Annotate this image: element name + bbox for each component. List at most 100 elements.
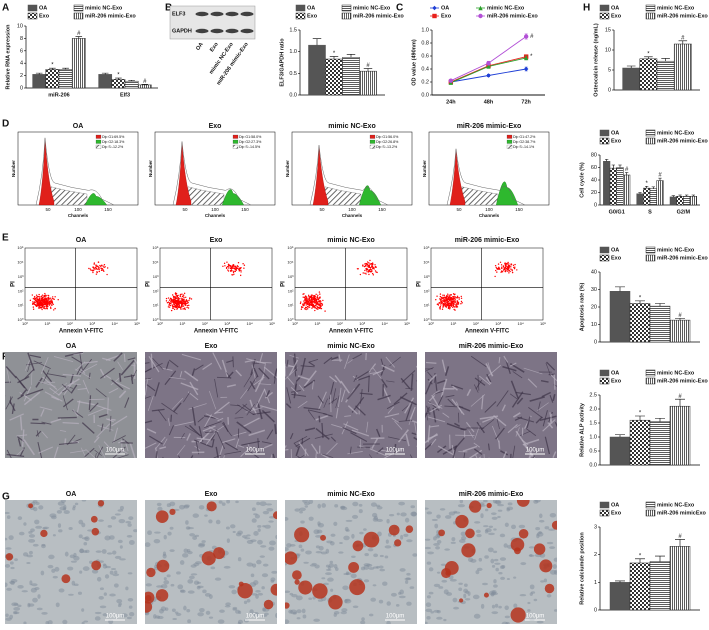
fiber	[217, 377, 231, 378]
nodule	[328, 595, 342, 609]
cell	[172, 618, 177, 620]
cell	[339, 542, 343, 544]
dot	[33, 298, 34, 299]
cell	[154, 539, 161, 543]
error-bar	[605, 159, 608, 161]
nodule	[292, 570, 302, 580]
cell	[318, 523, 324, 528]
cell	[377, 519, 383, 522]
dot	[302, 294, 303, 295]
dot	[315, 296, 316, 297]
cell	[23, 622, 26, 625]
cell	[79, 571, 82, 574]
dot	[500, 262, 501, 263]
dot	[171, 310, 172, 311]
dot	[305, 295, 306, 296]
dot	[374, 267, 375, 268]
cell	[373, 584, 377, 586]
dot	[180, 296, 181, 297]
cell	[270, 577, 275, 581]
annotation: *	[645, 181, 648, 187]
dot	[103, 271, 104, 272]
cell	[224, 566, 231, 569]
dot	[39, 300, 40, 301]
cell	[170, 527, 174, 530]
image-title: miR-206 mimic-Exo	[459, 491, 524, 498]
dot	[514, 266, 515, 267]
cell	[187, 619, 191, 623]
dot	[39, 301, 40, 302]
dot	[315, 294, 316, 295]
cell	[397, 513, 400, 516]
cell	[57, 510, 62, 514]
cell	[62, 620, 67, 625]
legend-label: mimic NC-Exo	[487, 5, 525, 11]
dot	[170, 305, 171, 306]
cell	[508, 502, 513, 505]
bar	[630, 420, 650, 465]
dot	[98, 267, 99, 268]
dot	[36, 295, 37, 296]
bar	[670, 320, 690, 342]
nodule	[545, 584, 555, 594]
cell	[33, 544, 39, 547]
cell	[67, 567, 73, 571]
cell	[399, 596, 406, 599]
cell	[305, 505, 308, 507]
cell	[507, 578, 510, 580]
dot	[461, 296, 462, 297]
dot	[315, 304, 316, 305]
cell	[453, 598, 458, 603]
dot	[452, 307, 453, 308]
cell	[193, 513, 199, 517]
cell	[111, 516, 116, 520]
cell	[29, 534, 35, 538]
fiber	[0, 396, 5, 400]
dot	[312, 302, 313, 303]
dot	[243, 268, 244, 269]
dot	[314, 301, 315, 302]
dot	[374, 264, 375, 265]
fiber	[233, 356, 234, 367]
cell	[5, 613, 8, 617]
dot	[42, 303, 43, 304]
annotation: *	[647, 51, 650, 57]
cell	[205, 593, 211, 597]
cell	[343, 536, 349, 541]
x-axis-label: Channels	[68, 213, 89, 218]
cell	[386, 519, 389, 523]
legend-label: Exo	[611, 255, 622, 261]
dot	[310, 299, 311, 300]
scale-label: 100μm	[246, 614, 264, 620]
dot	[440, 296, 441, 297]
dot	[313, 304, 314, 305]
error-bar	[615, 435, 625, 437]
stat-swatch	[96, 145, 101, 149]
y-tick-label: 10⁴	[152, 259, 158, 264]
cell	[183, 606, 187, 611]
dot	[452, 299, 453, 300]
cell	[321, 577, 325, 579]
cell	[545, 526, 550, 529]
fiber	[489, 458, 496, 465]
y-axis-label: PI	[146, 281, 152, 287]
dot	[444, 303, 445, 304]
cell	[161, 584, 168, 588]
dot	[451, 303, 452, 304]
cell	[197, 586, 201, 590]
cell	[206, 611, 211, 615]
nodule	[284, 551, 297, 564]
dot	[503, 265, 504, 266]
y-tick-label: 4	[20, 61, 23, 67]
y-tick-label: 2	[20, 73, 23, 79]
cell	[53, 534, 56, 536]
error-bar	[313, 39, 322, 46]
dot	[178, 298, 179, 299]
dot	[228, 264, 229, 265]
dot	[308, 301, 309, 302]
cell	[511, 525, 516, 530]
cell	[97, 577, 101, 582]
dot	[52, 298, 53, 299]
cell	[163, 580, 169, 584]
